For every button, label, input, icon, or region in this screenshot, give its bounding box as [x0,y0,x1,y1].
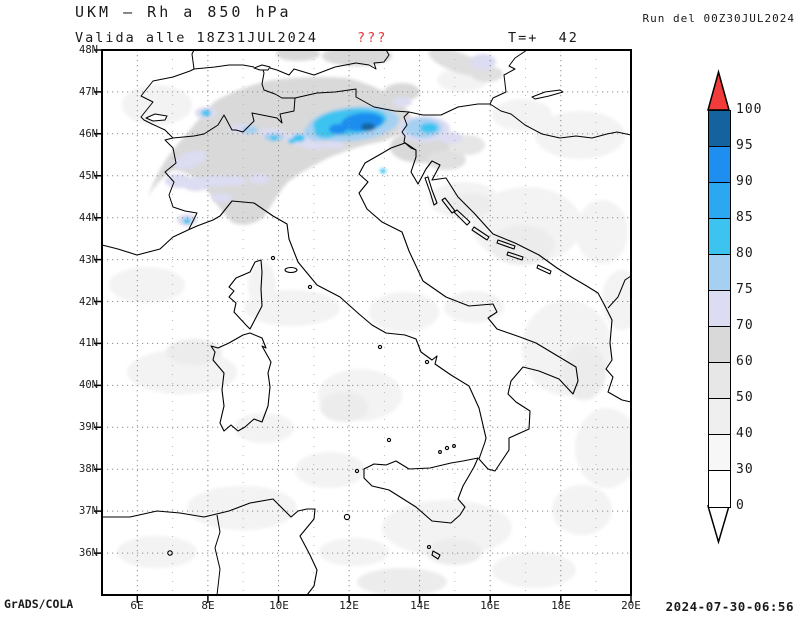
colorbar-segment [709,183,730,219]
coast-croatian-islands [424,176,552,275]
colorbar-segment [709,435,730,471]
colorbar-segment [709,363,730,399]
colorbar-segment [709,291,730,327]
colorbar-segment [709,399,730,435]
coast-corsica [228,259,263,330]
border-france-italy [164,137,198,230]
colorbar-over-arrow [707,69,730,111]
page-title: UKM — Rh a 850 hPa [75,3,292,21]
valid-time-label: Valida alle 18Z31JUL2024 [75,30,319,46]
coast-italy-balkans [101,142,632,472]
border-yugoslavia-albania [607,275,632,309]
y-tick-label: 44N [79,212,98,224]
colorbar-label: 0 [736,498,745,513]
map-frame [101,49,632,596]
country-borders [140,49,632,596]
missing-marker: ??? [357,30,388,46]
colorbar-arrows [707,69,730,545]
x-tick-label: 18E [551,599,571,612]
coast-north-africa [101,498,318,596]
rh-shading-layer [102,50,631,595]
y-tick-label: 38N [79,463,98,475]
colorbar-label: 60 [736,354,754,369]
y-tick-label: 39N [79,421,98,433]
x-tick-label: 20E [621,599,641,612]
lake-balaton [531,89,564,100]
lake-geneva [145,113,168,122]
lakes [145,64,564,122]
colorbar-segment [709,111,730,147]
border-france-switzerland-germany [140,49,195,139]
coastlines [101,142,632,596]
coast-small-islands [167,255,456,560]
border-switzerland-austria [261,66,295,99]
border-hungary-yugoslavia [489,103,632,139]
x-tick-label: 8E [201,599,215,612]
generation-timestamp: 2024-07-30-06:56 [665,599,794,614]
border-algeria-tunisia [214,514,221,596]
coast-sicily [363,457,479,524]
y-tick-label: 37N [79,505,98,517]
colorbar [708,110,731,508]
x-tick-label: 10E [269,599,289,612]
axis-ticks [94,49,632,603]
border-germany-austria [269,49,390,76]
y-tick-label: 43N [79,254,98,266]
rh-faint-patches [109,68,631,595]
x-tick-label: 6E [130,599,144,612]
y-tick-label: 40N [79,379,98,391]
colorbar-label: 40 [736,426,754,441]
border-switzerland-germany [193,64,255,70]
map-geography-layer [94,49,632,603]
grads-credit: GrADS/COLA [4,597,74,611]
colorbar-segment [709,327,730,363]
border-austria-italy [294,88,410,113]
y-tick-label: 48N [79,44,98,56]
colorbar-label: 80 [736,246,754,261]
border-italy-yugoslavia [401,111,417,151]
border-austria-yugoslavia [408,103,490,116]
x-tick-label: 12E [339,599,359,612]
run-label: Run del 00Z30JUL2024 [642,12,795,25]
y-tick-label: 47N [79,86,98,98]
colorbar-segment [709,147,730,183]
colorbar-under-arrow [707,505,730,545]
map-panel [94,49,632,603]
x-tick-label: 14E [410,599,430,612]
border-austria-hungary [489,49,528,105]
y-tick-label: 46N [79,128,98,140]
colorbar-label: 100 [736,102,763,117]
colorbar-segment [709,471,730,507]
colorbar-label: 70 [736,318,754,333]
colorbar-segment [709,219,730,255]
y-tick-label: 41N [79,337,98,349]
colorbar-label: 50 [736,390,754,405]
colorbar-label: 85 [736,210,754,225]
y-tick-label: 42N [79,296,98,308]
x-tick-label: 16E [480,599,500,612]
coast-sardinia [210,332,272,432]
border-switzerland-italy [172,97,296,139]
y-tick-label: 36N [79,547,98,559]
colorbar-segment [709,255,730,291]
colorbar-label: 30 [736,462,754,477]
colorbar-label: 75 [736,282,754,297]
y-tick-label: 45N [79,170,98,182]
lead-time-label: T=+ 42 [508,30,579,46]
colorbar-label: 90 [736,174,754,189]
colorbar-label: 95 [736,138,754,153]
lake-constance [253,64,271,71]
